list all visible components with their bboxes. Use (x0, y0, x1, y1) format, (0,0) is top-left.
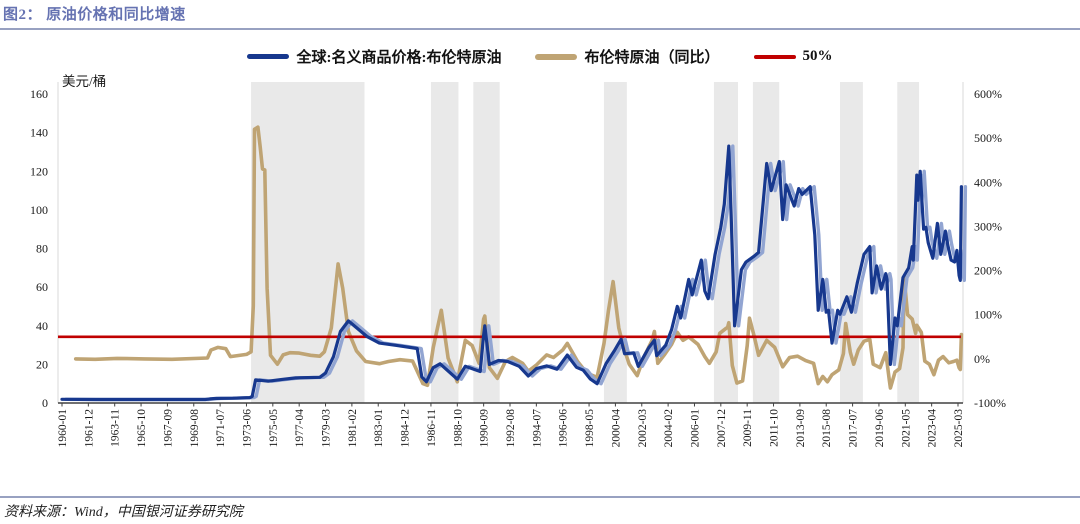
svg-text:2023-04: 2023-04 (927, 409, 939, 448)
svg-text:1981-02: 1981-02 (347, 409, 359, 448)
legend-label-yoy: 布伦特原油（同比） (584, 50, 720, 66)
header-divider (0, 28, 1080, 30)
svg-text:1996-06: 1996-06 (558, 409, 570, 448)
svg-text:600%: 600% (974, 87, 1002, 101)
source-note: 资料来源：Wind，中国银河证券研究院 (4, 505, 243, 520)
svg-text:200%: 200% (974, 264, 1002, 278)
svg-text:160: 160 (30, 87, 48, 101)
svg-text:1965-10: 1965-10 (136, 409, 148, 448)
chart-canvas: 0 20 40 60 80 100 120 140 160 美元/桶 -100% 0% 100% 200%… (30, 74, 1006, 448)
figure-title: 图2： 原油价格和同比增速 (3, 7, 186, 23)
svg-text:2021-05: 2021-05 (900, 409, 912, 448)
svg-text:2009-11: 2009-11 (742, 409, 754, 447)
svg-text:60: 60 (36, 280, 48, 294)
chart-legend: 全球:名义商品价格:布伦特原油 布伦特原油（同比） 50% (0, 46, 1080, 67)
svg-text:2017-07: 2017-07 (848, 409, 860, 448)
svg-text:1969-08: 1969-08 (189, 409, 201, 448)
legend-item-price: 全球:名义商品价格:布伦特原油 (247, 46, 501, 67)
svg-text:0%: 0% (974, 352, 990, 366)
svg-text:1983-01: 1983-01 (373, 409, 385, 448)
svg-text:1960-01: 1960-01 (57, 409, 69, 448)
oil-price-chart: 0 20 40 60 80 100 120 140 160 美元/桶 -100% 0% 100% 200%… (0, 68, 1080, 482)
svg-text:2013-09: 2013-09 (795, 409, 807, 448)
svg-text:1994-07: 1994-07 (531, 409, 543, 448)
svg-text:1977-04: 1977-04 (294, 409, 306, 448)
svg-text:1971-07: 1971-07 (215, 409, 227, 448)
svg-text:1973-06: 1973-06 (241, 409, 253, 448)
svg-text:1975-05: 1975-05 (268, 409, 280, 448)
svg-text:1961-12: 1961-12 (83, 409, 95, 448)
yoy-line-swatch (535, 53, 578, 60)
svg-text:2007-12: 2007-12 (716, 409, 728, 448)
svg-text:1988-10: 1988-10 (452, 409, 464, 448)
svg-text:1963-11: 1963-11 (110, 409, 122, 447)
svg-text:2006-01: 2006-01 (689, 409, 701, 448)
svg-text:2025-03: 2025-03 (953, 409, 965, 448)
svg-text:100: 100 (30, 203, 48, 217)
svg-text:0: 0 (42, 396, 48, 410)
svg-text:1998-05: 1998-05 (584, 409, 596, 448)
svg-text:300%: 300% (974, 219, 1002, 233)
svg-text:100%: 100% (974, 308, 1002, 322)
svg-text:1979-03: 1979-03 (321, 409, 333, 448)
svg-text:20: 20 (36, 357, 48, 371)
legend-item-yoy: 布伦特原油（同比） (535, 46, 720, 67)
svg-text:500%: 500% (974, 131, 1002, 145)
svg-text:美元/桶: 美元/桶 (62, 74, 106, 89)
svg-text:2000-04: 2000-04 (610, 409, 622, 448)
svg-text:1984-12: 1984-12 (400, 409, 412, 448)
svg-text:400%: 400% (974, 175, 1002, 189)
svg-text:2002-03: 2002-03 (637, 409, 649, 448)
svg-text:1986-11: 1986-11 (426, 409, 438, 447)
svg-text:40: 40 (36, 319, 48, 333)
svg-text:2004-02: 2004-02 (663, 409, 675, 448)
price-line-swatch (247, 54, 290, 59)
svg-text:2011-10: 2011-10 (769, 409, 781, 447)
svg-text:140: 140 (30, 126, 48, 140)
legend-item-refline: 50% (753, 48, 833, 65)
svg-text:80: 80 (36, 242, 48, 256)
svg-text:120: 120 (30, 164, 48, 178)
figure-header: 图2： 原油价格和同比增速 (3, 3, 1077, 24)
svg-text:-100%: -100% (974, 396, 1006, 410)
footer-divider (0, 496, 1080, 498)
svg-text:2015-08: 2015-08 (821, 409, 833, 448)
svg-text:1992-08: 1992-08 (505, 409, 517, 448)
refline-swatch (753, 54, 796, 59)
legend-label-refline: 50% (802, 48, 833, 64)
svg-text:2019-06: 2019-06 (874, 409, 886, 448)
svg-text:1990-09: 1990-09 (479, 409, 491, 448)
svg-text:1967-09: 1967-09 (162, 409, 174, 448)
legend-label-price: 全球:名义商品价格:布伦特原油 (296, 50, 502, 66)
